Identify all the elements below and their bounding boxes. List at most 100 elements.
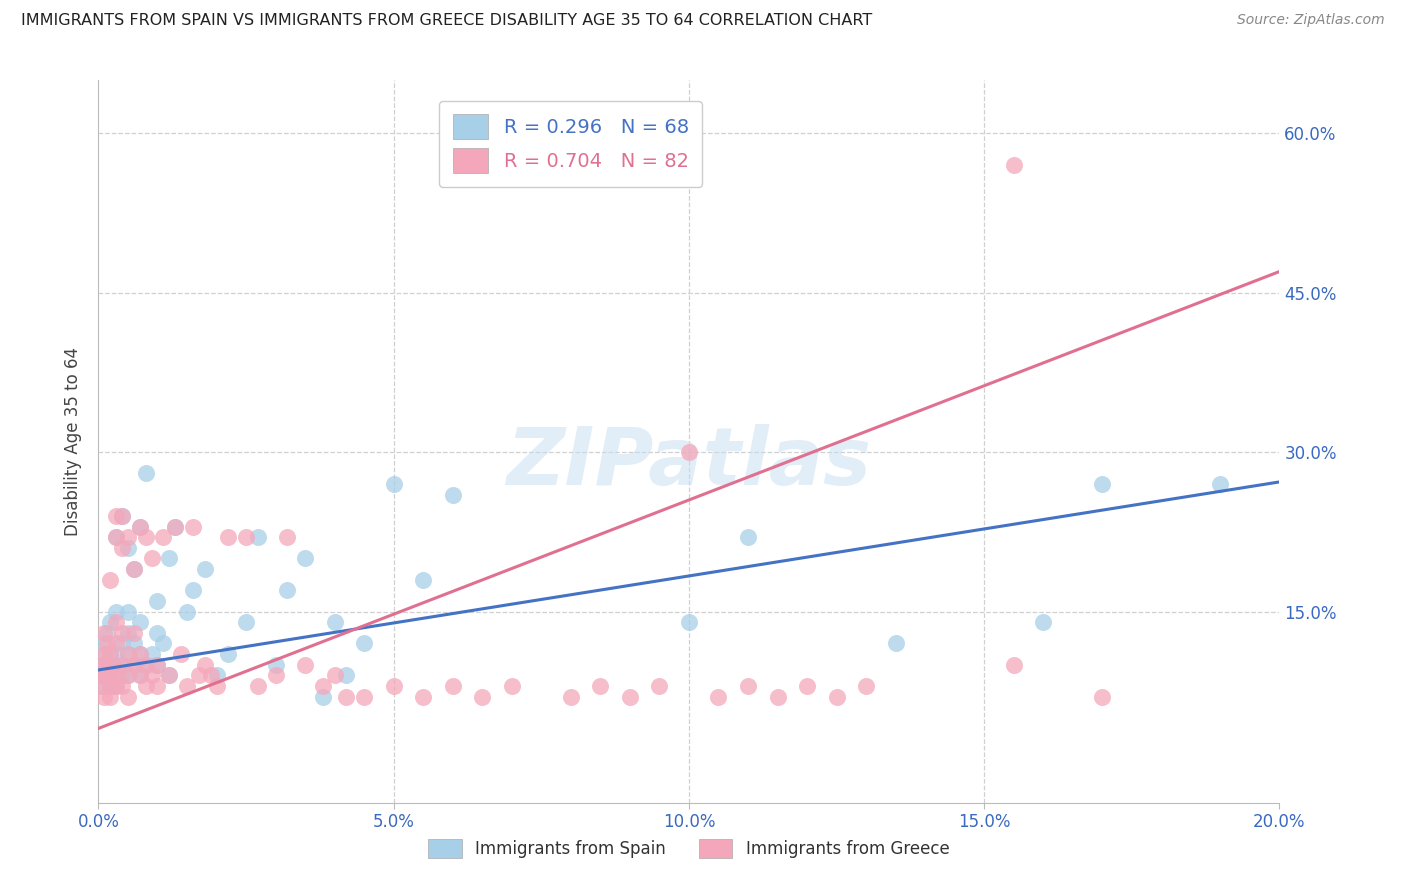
Point <box>93 625 115 640</box>
Point <box>246 679 269 693</box>
Point <box>141 668 163 682</box>
Point <box>98 690 121 704</box>
Point <box>176 605 198 619</box>
Point <box>117 647 139 661</box>
Point <box>335 690 357 704</box>
Point <box>766 690 789 704</box>
Point <box>105 679 128 693</box>
Point <box>217 647 239 661</box>
Point <box>103 657 125 672</box>
Point <box>1091 477 1114 491</box>
Point <box>146 657 169 672</box>
Point <box>128 615 150 630</box>
Point <box>825 690 848 704</box>
Point <box>312 679 335 693</box>
Point <box>146 679 169 693</box>
Point <box>353 636 375 650</box>
Point <box>205 668 228 682</box>
Point <box>412 573 434 587</box>
Point <box>105 657 128 672</box>
Point <box>93 668 115 682</box>
Point <box>312 690 335 704</box>
Point <box>105 647 128 661</box>
Point <box>382 679 405 693</box>
Point <box>117 625 139 640</box>
Point <box>796 679 818 693</box>
Point <box>737 679 759 693</box>
Point <box>648 679 671 693</box>
Point <box>323 615 346 630</box>
Point <box>105 668 128 682</box>
Point <box>884 636 907 650</box>
Point <box>117 530 139 544</box>
Point <box>560 690 582 704</box>
Point <box>117 668 139 682</box>
Text: IMMIGRANTS FROM SPAIN VS IMMIGRANTS FROM GREECE DISABILITY AGE 35 TO 64 CORRELAT: IMMIGRANTS FROM SPAIN VS IMMIGRANTS FROM… <box>21 13 872 29</box>
Point <box>98 573 121 587</box>
Point <box>93 690 115 704</box>
Point <box>353 690 375 704</box>
Point <box>98 668 121 682</box>
Point <box>146 657 169 672</box>
Point <box>707 690 730 704</box>
Point <box>128 647 150 661</box>
Point <box>135 679 157 693</box>
Point <box>382 477 405 491</box>
Point <box>678 445 700 459</box>
Point <box>105 605 128 619</box>
Point <box>93 636 115 650</box>
Point <box>96 625 118 640</box>
Point <box>93 679 115 693</box>
Point <box>90 657 112 672</box>
Point <box>93 657 115 672</box>
Point <box>122 625 145 640</box>
Point <box>122 657 145 672</box>
Point <box>89 668 111 682</box>
Point <box>170 647 193 661</box>
Point <box>128 668 150 682</box>
Point <box>246 530 269 544</box>
Point <box>165 519 187 533</box>
Point <box>235 615 257 630</box>
Point <box>412 690 434 704</box>
Point <box>200 668 222 682</box>
Point <box>98 679 121 693</box>
Point <box>1002 657 1025 672</box>
Point <box>501 679 523 693</box>
Point <box>122 636 145 650</box>
Point <box>135 657 157 672</box>
Point <box>96 668 118 682</box>
Point <box>855 679 877 693</box>
Point <box>105 508 128 523</box>
Point <box>152 636 174 650</box>
Point <box>619 690 641 704</box>
Point <box>294 551 316 566</box>
Point <box>294 657 316 672</box>
Point <box>205 679 228 693</box>
Legend: Immigrants from Spain, Immigrants from Greece: Immigrants from Spain, Immigrants from G… <box>420 830 957 867</box>
Point <box>135 530 157 544</box>
Point <box>111 636 134 650</box>
Point <box>91 657 114 672</box>
Point <box>98 668 121 682</box>
Point <box>117 668 139 682</box>
Point <box>589 679 612 693</box>
Point <box>98 615 121 630</box>
Point <box>98 647 121 661</box>
Point <box>146 594 169 608</box>
Point <box>93 647 115 661</box>
Point <box>194 562 217 576</box>
Point <box>111 508 134 523</box>
Text: ZIPatlas: ZIPatlas <box>506 425 872 502</box>
Point <box>235 530 257 544</box>
Point <box>187 668 209 682</box>
Point <box>128 519 150 533</box>
Point <box>1002 158 1025 172</box>
Point <box>128 519 150 533</box>
Point <box>117 605 139 619</box>
Point <box>194 657 217 672</box>
Point <box>176 679 198 693</box>
Point <box>441 488 464 502</box>
Point <box>111 657 134 672</box>
Point <box>141 647 163 661</box>
